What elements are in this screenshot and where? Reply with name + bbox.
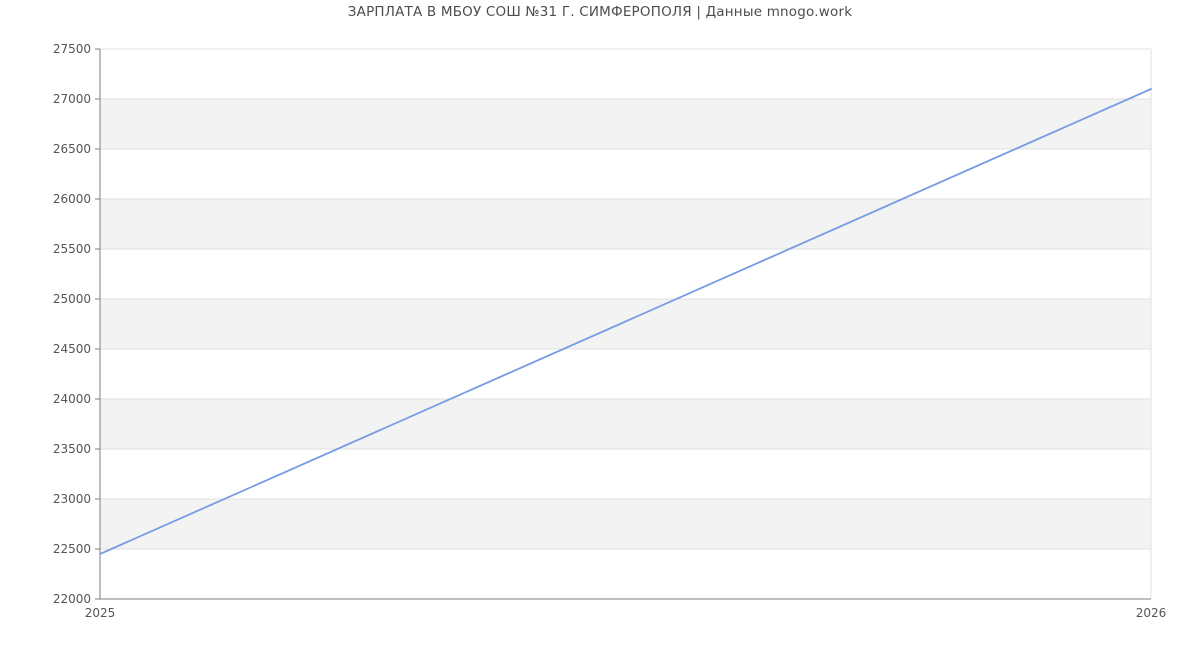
y-tick-label: 24000 — [53, 392, 91, 406]
y-tick-label: 25500 — [53, 242, 91, 256]
chart-title: ЗАРПЛАТА В МБОУ СОШ №31 Г. СИМФЕРОПОЛЯ |… — [347, 4, 853, 20]
y-tick-label: 25000 — [53, 292, 91, 306]
x-tick-label: 2026 — [1136, 606, 1167, 620]
plot-band — [100, 499, 1151, 549]
plot-band — [100, 199, 1151, 249]
x-tick-label: 2025 — [85, 606, 116, 620]
series-line-salary — [99, 88, 1152, 555]
y-tick-label: 23500 — [53, 442, 91, 456]
y-tick-label: 27500 — [53, 42, 91, 56]
y-tick-label: 26000 — [53, 192, 91, 206]
plot-band — [100, 99, 1151, 149]
y-tick-label: 27000 — [53, 92, 91, 106]
plot-band — [100, 399, 1151, 449]
y-tick-label: 23000 — [53, 492, 91, 506]
y-tick-label: 26500 — [53, 142, 91, 156]
y-tick-label: 22000 — [53, 592, 91, 606]
y-tick-label: 24500 — [53, 342, 91, 356]
y-tick-label: 22500 — [53, 542, 91, 556]
plot-band — [100, 299, 1151, 349]
